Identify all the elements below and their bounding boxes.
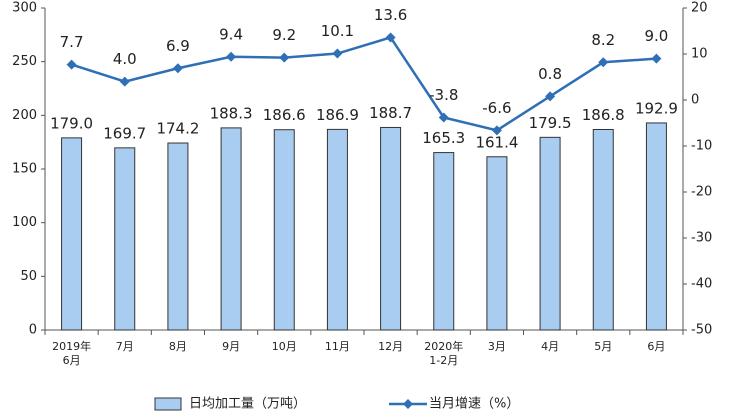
bar-value-label: 169.7 — [103, 124, 146, 142]
bar-value-label: 179.0 — [50, 114, 93, 132]
x-tick-label: 8月 — [168, 340, 187, 353]
line-marker — [332, 48, 343, 59]
x-tick-label: 12月 — [378, 340, 404, 353]
bar — [114, 147, 136, 331]
x-tick-label: 3月 — [487, 340, 506, 353]
bar-value-label: 186.8 — [582, 106, 625, 124]
line-value-label: 9.0 — [644, 27, 668, 45]
bar — [645, 122, 667, 331]
bar-value-label: 174.2 — [156, 120, 199, 138]
line-value-label: 4.0 — [113, 50, 137, 68]
y2-tick-label: -20 — [691, 185, 712, 200]
line-value-label: 9.2 — [272, 26, 296, 44]
line-marker — [438, 112, 449, 123]
line-value-label: 6.9 — [166, 37, 190, 55]
line — [71, 35, 657, 132]
line-value-label: -6.6 — [482, 99, 511, 117]
bar — [167, 142, 189, 331]
bar-value-label: 186.6 — [263, 106, 306, 124]
legend-label: 日均加工量（万吨） — [189, 397, 306, 412]
x-tick-label: 5月 — [594, 340, 613, 353]
line-marker — [651, 53, 662, 64]
bar — [61, 137, 83, 331]
x-tick-label: 9月 — [222, 340, 241, 353]
y2-tick-label: -40 — [691, 277, 712, 292]
y2-tick-label: -10 — [691, 139, 712, 154]
legend-label: 当月增速（%） — [429, 397, 519, 412]
x-tick-label: 4月 — [541, 340, 560, 353]
y2-tick-label: 20 — [691, 1, 708, 16]
bar — [486, 156, 508, 331]
line-marker — [491, 125, 502, 136]
x-tick-label: 2019年 6月 — [52, 340, 92, 367]
y-tick-label: 300 — [12, 1, 37, 16]
y-tick-label: 0 — [29, 323, 37, 338]
line-marker — [172, 63, 183, 74]
bar — [273, 129, 295, 331]
y2-tick-label: -50 — [691, 323, 712, 338]
x-tick-label: 11月 — [324, 340, 350, 353]
y2-tick-label: 0 — [691, 93, 699, 108]
bar — [380, 126, 402, 331]
y-tick-label: 100 — [12, 215, 37, 230]
line-value-label: 7.7 — [60, 33, 84, 51]
y-tick-label: 50 — [20, 269, 37, 284]
bar-value-label: 188.7 — [369, 104, 412, 122]
line-marker — [385, 32, 396, 43]
bar — [592, 129, 614, 331]
bar-value-label: 165.3 — [422, 129, 465, 147]
bar-value-label: 192.9 — [635, 99, 678, 117]
y-tick-label: 150 — [12, 162, 37, 177]
line-value-label: 9.4 — [219, 25, 243, 43]
line-marker — [598, 57, 609, 68]
line-value-label: 8.2 — [591, 31, 615, 49]
bar-value-label: 179.5 — [529, 114, 572, 132]
line-value-label: 13.6 — [374, 6, 407, 24]
y2-tick-label: 10 — [691, 47, 708, 62]
y-tick-label: 200 — [12, 108, 37, 123]
bar — [220, 127, 242, 331]
line-marker — [545, 91, 556, 102]
x-tick-label: 2020年 1-2月 — [424, 340, 464, 367]
x-tick-label: 6月 — [647, 340, 666, 353]
line-value-label: -3.8 — [429, 86, 458, 104]
y-tick-label: 250 — [12, 54, 37, 69]
line-marker — [66, 59, 77, 70]
line-value-label: 0.8 — [538, 65, 562, 83]
bar — [326, 128, 348, 331]
line-marker — [119, 76, 130, 87]
x-tick-label: 10月 — [271, 340, 297, 353]
bar — [433, 152, 455, 331]
legend-swatch — [154, 397, 182, 411]
line-value-label: 10.1 — [321, 22, 354, 40]
line-marker — [226, 51, 237, 62]
legend-swatch-marker — [403, 399, 413, 409]
bar-value-label: 161.4 — [475, 133, 518, 151]
x-tick-label: 7月 — [115, 340, 134, 353]
bar — [539, 136, 561, 331]
line-marker — [279, 52, 290, 63]
bar-value-label: 188.3 — [210, 104, 253, 122]
bar-value-label: 186.9 — [316, 106, 359, 124]
y2-tick-label: -30 — [691, 231, 712, 246]
